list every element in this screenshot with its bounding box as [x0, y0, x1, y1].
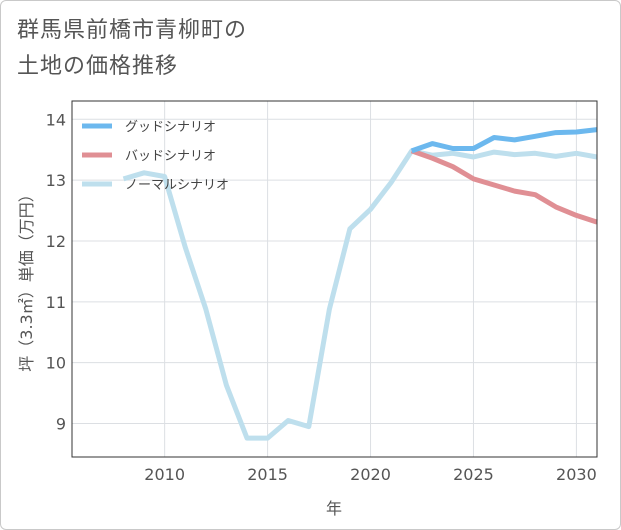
y-tick-label: 12 [46, 232, 66, 251]
axis-ticks: 2010 2015 2020 2025 2030 9 10 11 12 13 14 [46, 110, 597, 484]
series-line-0 [410, 127, 598, 154]
y-tick-label: 14 [46, 110, 66, 129]
series-line-1 [410, 148, 598, 225]
y-axis-label: 坪（3.3㎡）単価（万円） [17, 186, 36, 371]
title-line-1: 群馬県前橋市青柳町の [17, 18, 248, 43]
series-lines [122, 127, 598, 441]
y-tick-label: 13 [46, 171, 66, 190]
x-tick-label: 2030 [556, 465, 597, 484]
x-tick-label: 2015 [247, 465, 288, 484]
grid-lines [72, 101, 597, 457]
x-tick-label: 2020 [350, 465, 391, 484]
y-tick-label: 9 [56, 415, 66, 434]
legend-label-2: ノーマルシナリオ [125, 178, 229, 193]
x-axis-label: 年 [326, 499, 342, 518]
x-tick-label: 2025 [453, 465, 494, 484]
y-tick-label: 11 [46, 293, 66, 312]
series-line-2 [122, 148, 598, 441]
plot-frame [71, 100, 598, 458]
chart-title: 群馬県前橋市青柳町の 土地の価格推移 [17, 13, 247, 85]
x-tick-label: 2010 [144, 465, 185, 484]
legend-label-0: グッドシナリオ [125, 120, 216, 135]
title-line-2: 土地の価格推移 [17, 54, 179, 79]
legend-label-1: バッドシナリオ [125, 149, 216, 164]
y-tick-label: 10 [46, 354, 66, 373]
